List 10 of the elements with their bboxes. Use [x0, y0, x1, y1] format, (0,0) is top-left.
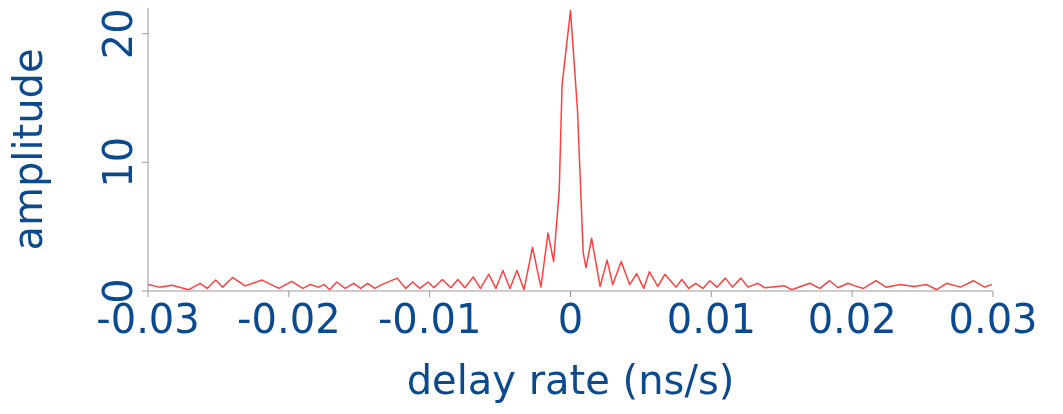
x-tick-label: 0.02 — [807, 296, 897, 343]
y-axis-title: amplitude — [5, 48, 52, 251]
y-tick-label: 10 — [95, 136, 141, 188]
x-axis-title: delay rate (ns/s) — [406, 357, 735, 403]
y-tick-label: 20 — [95, 8, 141, 60]
x-tick-label: -0.01 — [377, 296, 482, 343]
x-tick-label: 0 — [557, 296, 584, 343]
x-tick-label: -0.02 — [237, 296, 341, 343]
x-tick-label: 0.01 — [666, 296, 756, 343]
x-tick-label: 0.03 — [948, 296, 1038, 343]
